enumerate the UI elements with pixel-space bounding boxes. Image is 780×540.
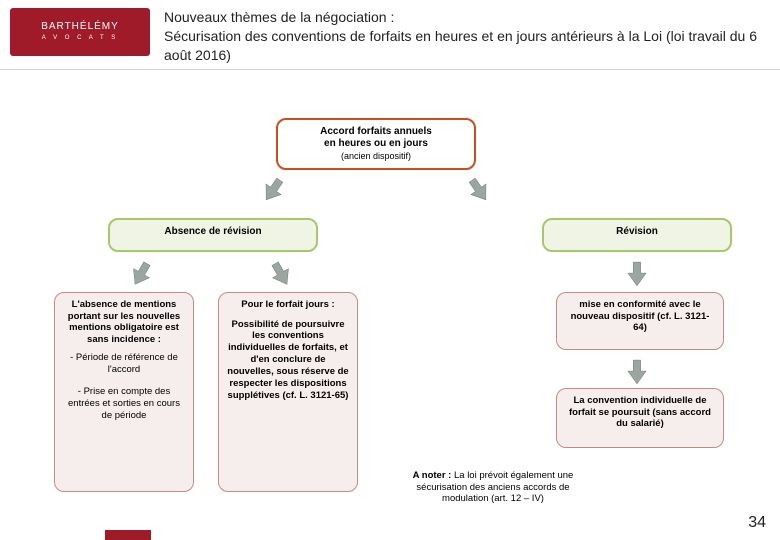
arrow-icon (124, 256, 157, 291)
node-revision: Révision (542, 218, 732, 252)
leaf4-bold: La convention individuelle de forfait se… (565, 395, 715, 431)
arrow (264, 256, 297, 291)
arrow (626, 358, 648, 386)
absence-text: Absence de révision (164, 226, 261, 237)
diagram-canvas: Accord forfaits annuels en heures ou en … (0, 70, 780, 540)
page-title: Nouveaux thèmes de la négociation :Sécur… (164, 8, 770, 65)
logo: BARTHÉLÉMY A V O C A T S (10, 8, 150, 56)
node-leaf-conformite: mise en conformité avec le nouveau dispo… (556, 292, 724, 350)
leaf1-item1: - Prise en compte des entrées et sorties… (63, 386, 185, 422)
node-note: A noter : La loi prévoit également une s… (398, 464, 588, 522)
leaf2-bold: Pour le forfait jours : (227, 299, 349, 311)
footer-red-tab (105, 530, 151, 540)
root-line2: en heures ou en jours (286, 138, 466, 151)
arrow-icon (264, 256, 297, 291)
logo-text: BARTHÉLÉMY A V O C A T S (41, 21, 119, 42)
logo-sub: A V O C A T S (41, 35, 119, 42)
node-leaf-absence-details: L'absence de mentions portant sur les no… (54, 292, 194, 492)
revision-text: Révision (616, 226, 658, 237)
node-leaf-convention: La convention individuelle de forfait se… (556, 388, 724, 448)
node-absence: Absence de révision (108, 218, 318, 252)
root-line1: Accord forfaits annuels (286, 126, 466, 139)
note-prefix: A noter : (413, 470, 454, 481)
leaf1-item0: - Période de référence de l'accord (63, 352, 185, 376)
arrow-icon (256, 172, 290, 208)
page-number: 34 (748, 514, 766, 532)
node-root: Accord forfaits annuels en heures ou en … (276, 118, 476, 170)
header: BARTHÉLÉMY A V O C A T S Nouveaux thèmes… (0, 0, 780, 70)
arrow (462, 172, 496, 208)
node-leaf-forfait-jours: Pour le forfait jours : Possibilité de p… (218, 292, 358, 492)
arrow (124, 256, 157, 291)
arrow-icon (462, 172, 496, 208)
arrow (256, 172, 290, 208)
leaf2-body: Possibilité de poursuivre les convention… (227, 319, 349, 402)
arrow-icon (626, 260, 648, 288)
root-sub: (ancien dispositif) (286, 151, 466, 162)
leaf1-bold: L'absence de mentions portant sur les no… (63, 299, 185, 347)
arrow-icon (626, 358, 648, 386)
arrow (626, 260, 648, 288)
logo-name: BARTHÉLÉMY (41, 21, 119, 32)
leaf3-bold: mise en conformité avec le nouveau dispo… (565, 299, 715, 335)
